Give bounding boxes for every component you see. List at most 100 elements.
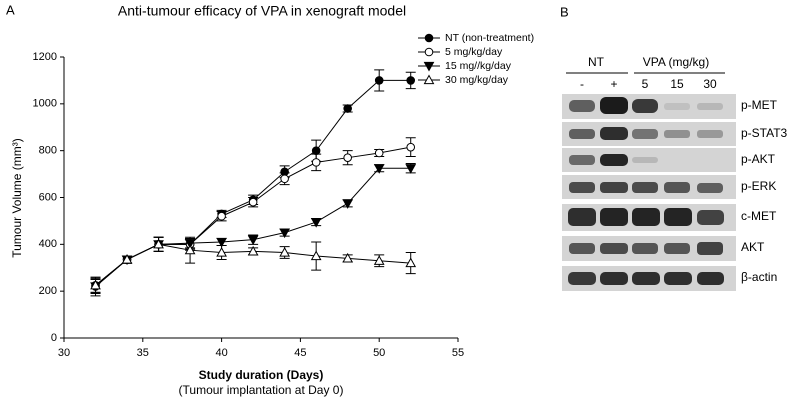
blot-band bbox=[697, 130, 723, 138]
marker bbox=[342, 199, 354, 209]
marker bbox=[217, 211, 226, 221]
blot-band bbox=[600, 182, 628, 193]
marker bbox=[248, 197, 258, 207]
x-axis-note: (Tumour implantation at Day 0) bbox=[179, 383, 344, 397]
marker bbox=[406, 142, 416, 152]
y-axis-label: Tumour Volume (mm³) bbox=[10, 138, 24, 258]
marker bbox=[343, 104, 352, 113]
x-axis-label: Study duration (Days) bbox=[199, 368, 324, 382]
x-tick-label: 35 bbox=[137, 347, 149, 359]
x-tick-label: 50 bbox=[373, 347, 385, 359]
y-tick-label: 1000 bbox=[33, 98, 57, 110]
blot-band bbox=[569, 155, 595, 165]
marker bbox=[342, 252, 354, 263]
blot-row-label: p-STAT3 bbox=[741, 126, 788, 140]
x-tick-label: 55 bbox=[452, 347, 464, 359]
marker bbox=[216, 246, 227, 257]
blot-band bbox=[569, 129, 595, 139]
marker bbox=[374, 148, 384, 158]
blot-band bbox=[664, 130, 690, 138]
marker bbox=[311, 146, 321, 155]
chart-title: Anti-tumour efficacy of VPA in xenograft… bbox=[118, 3, 406, 19]
blot-band bbox=[600, 272, 628, 285]
marker bbox=[310, 250, 322, 261]
lane-label: - bbox=[580, 77, 584, 91]
marker bbox=[247, 235, 259, 246]
western-blot: NT VPA (mg/kg) - + 5 15 30 bbox=[562, 55, 788, 291]
legend-marker bbox=[423, 61, 435, 72]
blot-row-label: c-MET bbox=[741, 209, 777, 223]
lane-label: 5 bbox=[642, 77, 649, 91]
y-tick-label: 200 bbox=[39, 285, 57, 297]
blot-band bbox=[632, 99, 658, 113]
blot-band bbox=[569, 243, 595, 254]
blot-band bbox=[664, 182, 690, 193]
blot-band bbox=[568, 208, 596, 226]
blot-band bbox=[600, 243, 628, 254]
marker bbox=[311, 158, 321, 167]
marker bbox=[406, 76, 416, 85]
marker bbox=[343, 153, 352, 162]
legend-label: 30 mg/kg/day bbox=[445, 74, 509, 86]
legend-label: 15 mg//kg/day bbox=[445, 60, 512, 72]
y-tick-label: 400 bbox=[39, 238, 57, 250]
blot-band bbox=[664, 272, 692, 285]
blot-row-label: AKT bbox=[741, 240, 765, 254]
blot-band bbox=[664, 103, 690, 110]
marker bbox=[153, 238, 164, 249]
blot-row-label: p-MET bbox=[741, 98, 778, 112]
marker bbox=[184, 244, 196, 255]
y-tick-label: 0 bbox=[51, 332, 57, 344]
marker bbox=[374, 76, 384, 85]
series-line bbox=[95, 167, 411, 287]
legend-marker bbox=[423, 74, 435, 85]
blot-row-label: p-ERK bbox=[741, 179, 776, 193]
blot-band bbox=[632, 272, 660, 285]
legend-label: 5 mg/kg/day bbox=[445, 46, 503, 58]
marker bbox=[121, 254, 133, 264]
blot-band bbox=[632, 243, 658, 254]
blot-band bbox=[569, 100, 595, 112]
x-tick-label: 45 bbox=[294, 347, 306, 359]
blot-band bbox=[632, 157, 658, 163]
panel-label: B bbox=[560, 4, 569, 19]
legend-marker bbox=[424, 33, 434, 43]
series-line bbox=[95, 146, 411, 286]
blot-band bbox=[568, 272, 596, 285]
legend-marker bbox=[424, 47, 434, 57]
blot-band bbox=[697, 183, 723, 193]
marker bbox=[405, 164, 417, 174]
blot-band bbox=[600, 127, 628, 140]
marker bbox=[216, 237, 227, 248]
y-tick-label: 1200 bbox=[33, 51, 57, 63]
blot-band bbox=[569, 182, 595, 193]
marker bbox=[90, 279, 101, 290]
x-tick-label: 30 bbox=[58, 347, 70, 359]
blot-row-label: β-actin bbox=[741, 270, 777, 284]
x-tick-label: 40 bbox=[215, 347, 227, 359]
blot-row-label: p-AKT bbox=[741, 152, 776, 166]
blot-band bbox=[632, 129, 658, 139]
marker bbox=[247, 245, 259, 256]
marker bbox=[280, 174, 289, 184]
y-tick-label: 600 bbox=[39, 191, 57, 203]
blot-band bbox=[697, 103, 723, 110]
blot-band bbox=[632, 208, 660, 226]
blot-band bbox=[600, 97, 628, 114]
blot-band bbox=[697, 210, 724, 225]
series-line bbox=[95, 79, 411, 287]
blot-band bbox=[664, 208, 692, 226]
panel-label: A bbox=[6, 2, 15, 17]
marker bbox=[373, 164, 385, 174]
marker bbox=[279, 246, 290, 257]
y-tick-label: 800 bbox=[39, 145, 57, 157]
blot-band bbox=[697, 272, 724, 285]
blot-band bbox=[697, 242, 723, 255]
blot-band bbox=[600, 154, 628, 166]
lane-label: 30 bbox=[703, 77, 717, 91]
lane-label: 15 bbox=[670, 77, 684, 91]
legend-label: NT (non-treatment) bbox=[445, 32, 534, 44]
blot-group: NT bbox=[588, 55, 605, 69]
blot-band bbox=[664, 243, 690, 254]
